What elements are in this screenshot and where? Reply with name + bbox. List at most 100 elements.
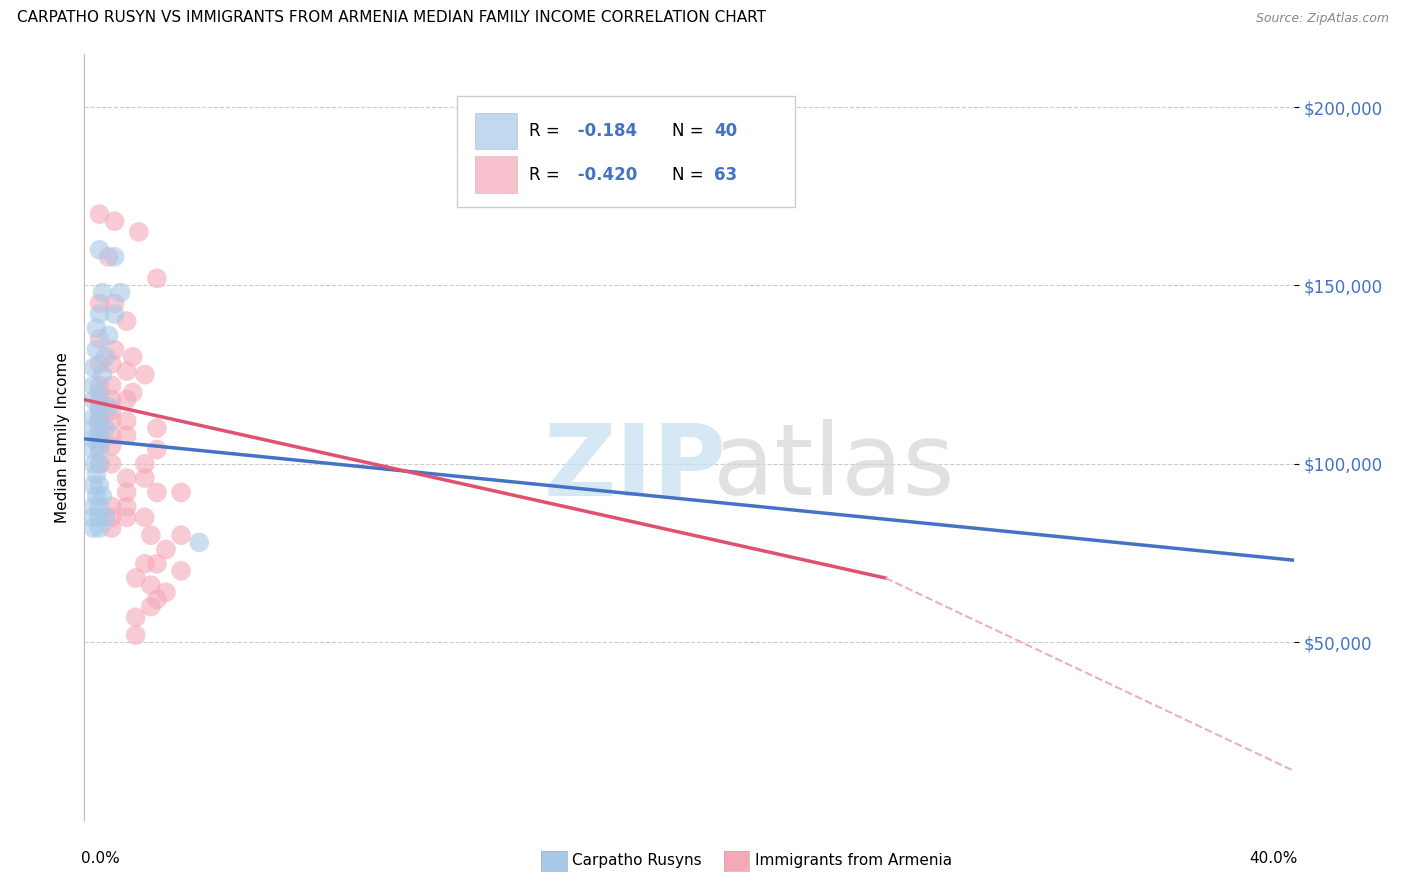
- Point: [134, 368, 156, 382]
- Point: [82, 478, 104, 492]
- Point: [89, 521, 111, 535]
- Point: [100, 500, 122, 514]
- Point: [170, 564, 193, 578]
- Point: [89, 414, 111, 428]
- Point: [89, 403, 111, 417]
- Text: 0.0%: 0.0%: [80, 851, 120, 866]
- Text: 40: 40: [714, 122, 738, 140]
- Point: [125, 628, 148, 642]
- Text: Carpatho Rusyns: Carpatho Rusyns: [572, 854, 702, 868]
- Point: [125, 571, 148, 585]
- Point: [89, 357, 111, 371]
- Point: [134, 457, 156, 471]
- Point: [86, 489, 108, 503]
- Point: [89, 296, 111, 310]
- Point: [104, 250, 127, 264]
- Point: [100, 414, 122, 428]
- Point: [82, 500, 104, 514]
- Point: [139, 578, 162, 592]
- Point: [115, 471, 138, 485]
- Point: [146, 271, 169, 285]
- Point: [155, 585, 177, 599]
- Point: [139, 599, 162, 614]
- Text: R =: R =: [529, 166, 565, 184]
- Point: [82, 457, 104, 471]
- Point: [115, 414, 138, 428]
- Point: [134, 471, 156, 485]
- Point: [82, 360, 104, 375]
- Point: [146, 442, 169, 457]
- Point: [89, 421, 111, 435]
- Point: [89, 500, 111, 514]
- Point: [82, 378, 104, 392]
- Point: [89, 400, 111, 414]
- Point: [100, 392, 122, 407]
- Point: [155, 542, 177, 557]
- Point: [104, 307, 127, 321]
- Point: [86, 343, 108, 357]
- Point: [115, 314, 138, 328]
- Point: [100, 357, 122, 371]
- Text: Source: ZipAtlas.com: Source: ZipAtlas.com: [1256, 12, 1389, 25]
- Point: [134, 510, 156, 524]
- Point: [89, 457, 111, 471]
- Point: [82, 392, 104, 407]
- Point: [89, 432, 111, 446]
- Point: [100, 521, 122, 535]
- Point: [89, 478, 111, 492]
- Point: [115, 485, 138, 500]
- Point: [121, 385, 143, 400]
- Point: [115, 428, 138, 442]
- Point: [170, 528, 193, 542]
- Point: [82, 521, 104, 535]
- Bar: [475, 112, 517, 150]
- Point: [89, 243, 111, 257]
- Point: [146, 421, 169, 435]
- Point: [100, 457, 122, 471]
- Point: [86, 467, 108, 482]
- Point: [115, 364, 138, 378]
- Point: [91, 368, 114, 382]
- Point: [139, 528, 162, 542]
- Point: [89, 439, 111, 453]
- Point: [100, 428, 122, 442]
- Point: [115, 510, 138, 524]
- Point: [91, 489, 114, 503]
- Point: [188, 535, 211, 549]
- Point: [89, 332, 111, 346]
- Point: [100, 439, 122, 453]
- Point: [110, 285, 132, 300]
- Bar: [475, 156, 517, 194]
- Text: ZIP: ZIP: [543, 419, 725, 516]
- Point: [94, 510, 117, 524]
- Point: [97, 328, 120, 343]
- Point: [97, 250, 120, 264]
- Text: 40.0%: 40.0%: [1249, 851, 1298, 866]
- Point: [89, 307, 111, 321]
- Point: [89, 510, 111, 524]
- Point: [104, 214, 127, 228]
- Point: [82, 421, 104, 435]
- Point: [89, 207, 111, 221]
- Text: N =: N =: [672, 122, 709, 140]
- Point: [100, 403, 122, 417]
- Point: [100, 510, 122, 524]
- Point: [89, 392, 111, 407]
- Point: [146, 557, 169, 571]
- Point: [89, 442, 111, 457]
- Point: [146, 592, 169, 607]
- Point: [91, 285, 114, 300]
- Y-axis label: Median Family Income: Median Family Income: [55, 351, 70, 523]
- Point: [125, 610, 148, 624]
- Point: [89, 410, 111, 425]
- Text: atlas: atlas: [713, 419, 955, 516]
- Point: [170, 485, 193, 500]
- Point: [115, 392, 138, 407]
- Text: 63: 63: [714, 166, 738, 184]
- Point: [146, 485, 169, 500]
- Point: [97, 400, 120, 414]
- Text: Immigrants from Armenia: Immigrants from Armenia: [755, 854, 952, 868]
- Point: [104, 296, 127, 310]
- Point: [115, 500, 138, 514]
- Point: [82, 432, 104, 446]
